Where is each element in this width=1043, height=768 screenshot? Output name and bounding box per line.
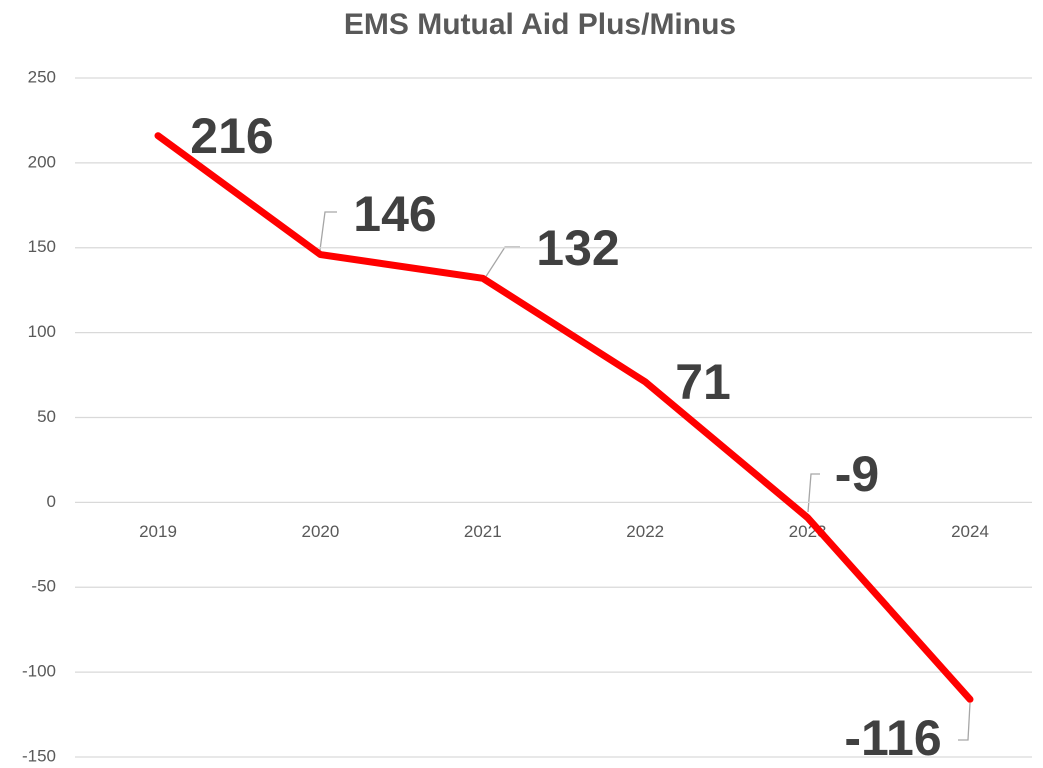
x-tick-label: 2021 bbox=[464, 522, 502, 541]
data-label: -9 bbox=[835, 446, 879, 502]
y-tick-label: -100 bbox=[22, 662, 56, 681]
y-tick-label: 150 bbox=[28, 237, 56, 256]
leader-line bbox=[958, 702, 971, 741]
x-tick-label: 2024 bbox=[951, 522, 989, 541]
y-tick-label: 250 bbox=[28, 67, 56, 86]
y-tick-label: 0 bbox=[47, 492, 56, 511]
data-label: -116 bbox=[844, 710, 941, 766]
data-label: 132 bbox=[536, 220, 619, 276]
x-tick-label: 2022 bbox=[626, 522, 664, 541]
leader-line bbox=[484, 246, 520, 279]
leader-line bbox=[807, 473, 820, 513]
y-tick-label: 50 bbox=[37, 407, 56, 426]
leader-line bbox=[319, 211, 337, 251]
data-label: 71 bbox=[675, 354, 731, 410]
y-tick-label: -50 bbox=[31, 577, 56, 596]
y-tick-label: 200 bbox=[28, 152, 56, 171]
chart-title: EMS Mutual Aid Plus/Minus bbox=[344, 8, 736, 41]
y-tick-label: -150 bbox=[22, 746, 56, 765]
data-label: 216 bbox=[190, 108, 273, 164]
x-tick-label: 2019 bbox=[139, 522, 177, 541]
data-label: 146 bbox=[353, 186, 436, 242]
y-tick-label: 100 bbox=[28, 322, 56, 341]
data-line bbox=[154, 132, 974, 703]
x-tick-label: 2020 bbox=[301, 522, 339, 541]
